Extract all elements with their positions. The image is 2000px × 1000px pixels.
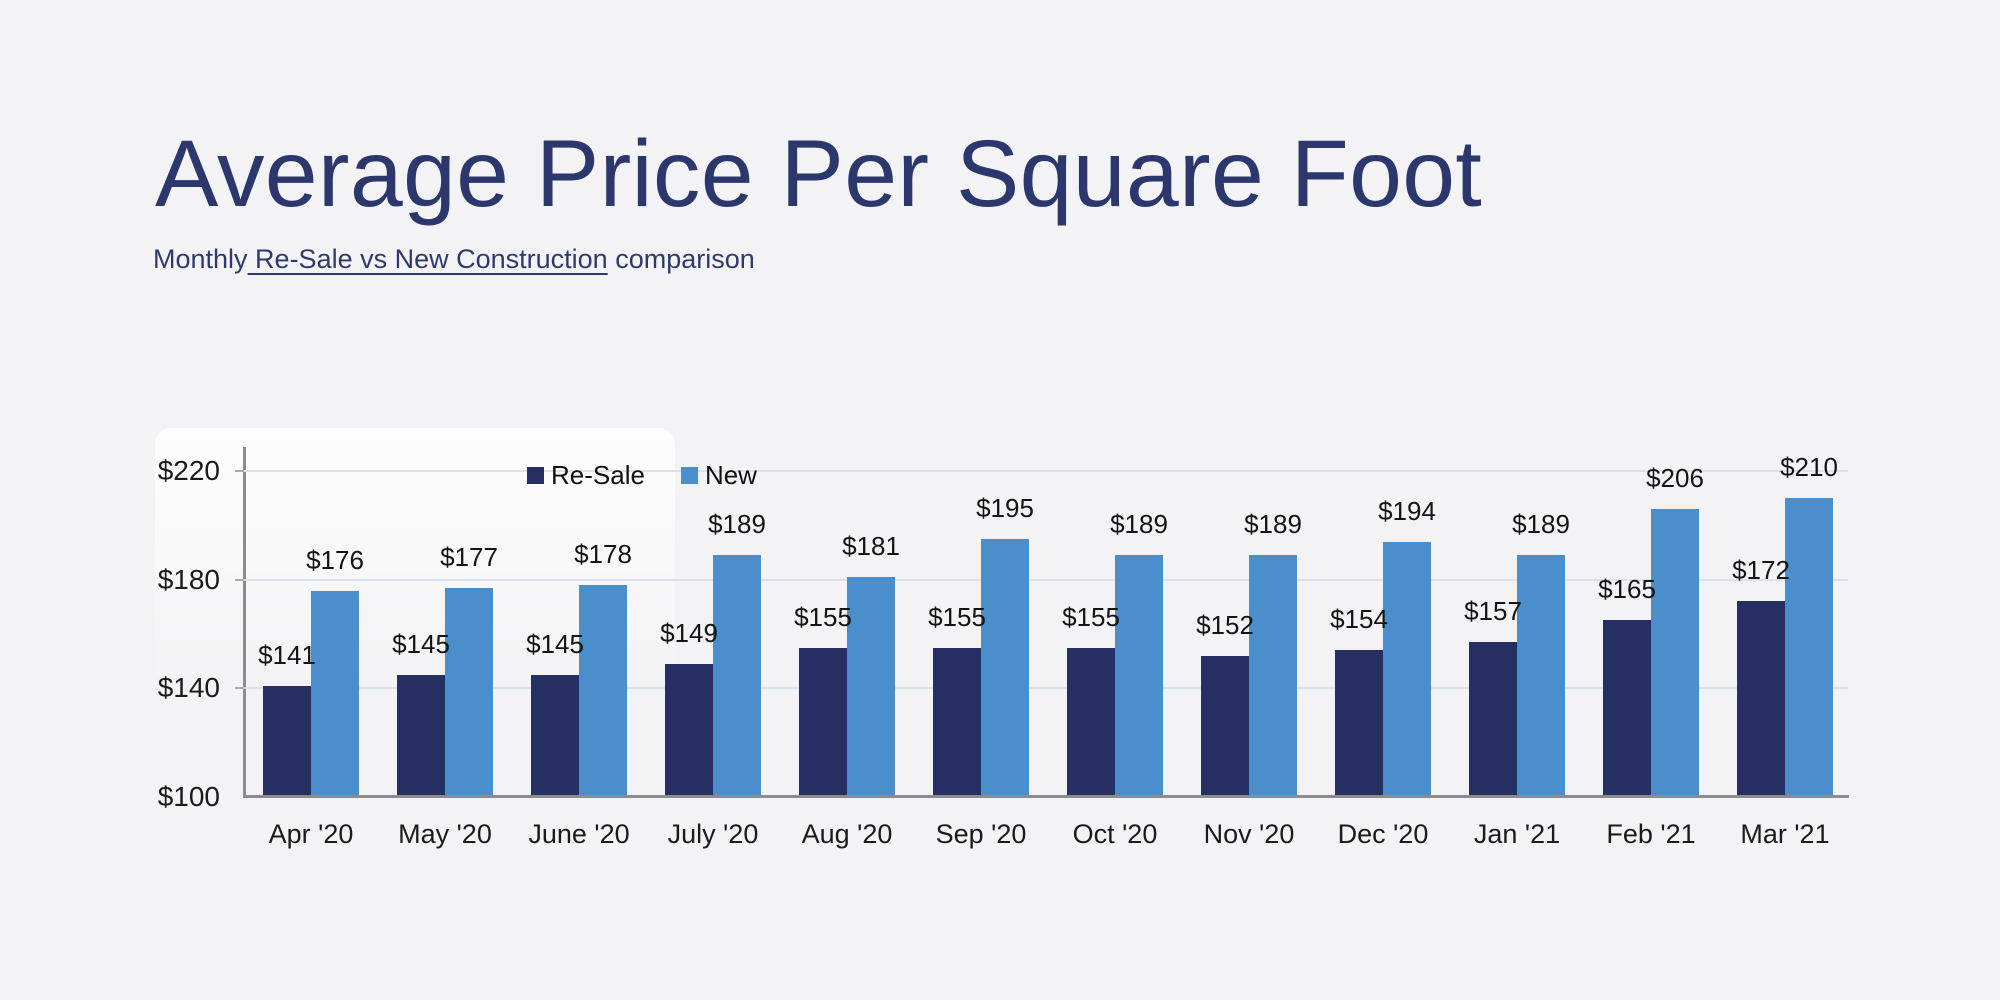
x-axis-label-1: Apr '20 (268, 819, 354, 849)
bar-re-sale-8 (1201, 655, 1249, 797)
bar-re-sale-3 (531, 674, 579, 797)
bar-value-re-sale-4: $149 (660, 617, 718, 648)
legend-item-new: New (680, 460, 757, 491)
x-axis-label-12: Mar '21 (1740, 819, 1830, 849)
gridline-140 (244, 687, 1848, 690)
legend-item-re-sale: Re-Sale (527, 460, 645, 491)
bar-value-new-4: $189 (708, 509, 766, 540)
bar-value-re-sale-7: $155 (1062, 601, 1120, 632)
legend-swatch-re-sale (527, 467, 544, 484)
y-tick-180 (235, 578, 244, 581)
y-axis-label-140: $140 (157, 672, 220, 704)
y-tick-140 (235, 687, 244, 690)
bar-value-new-7: $189 (1110, 509, 1168, 540)
x-axis-label-11: Feb '21 (1606, 819, 1696, 849)
bar-value-new-11: $206 (1646, 463, 1704, 494)
bar-new-1 (311, 590, 359, 797)
bar-new-6 (981, 538, 1029, 797)
page-title: Average Price Per Square Foot (155, 121, 1483, 227)
x-axis-label-8: Nov '20 (1203, 819, 1295, 849)
bar-value-re-sale-2: $145 (392, 628, 450, 659)
y-axis-label-180: $180 (157, 563, 220, 595)
bar-value-new-12: $210 (1780, 452, 1838, 483)
x-axis-label-9: Dec '20 (1337, 819, 1429, 849)
bar-re-sale-2 (397, 674, 445, 797)
x-axis-label-3: June '20 (528, 819, 630, 849)
x-axis-label-6: Sep '20 (935, 819, 1027, 849)
bar-new-8 (1249, 555, 1297, 797)
bar-value-new-10: $189 (1512, 509, 1570, 540)
y-axis-line (243, 447, 246, 797)
bar-re-sale-7 (1067, 647, 1115, 797)
subtitle-link[interactable]: Re-Sale vs New Construction (247, 244, 608, 274)
bar-value-re-sale-9: $154 (1330, 604, 1388, 635)
bar-value-re-sale-1: $141 (258, 639, 316, 670)
bar-value-re-sale-12: $172 (1732, 555, 1790, 586)
x-axis-label-7: Oct '20 (1072, 819, 1158, 849)
x-axis-label-5: Aug '20 (801, 819, 893, 849)
bar-value-re-sale-10: $157 (1464, 596, 1522, 627)
y-axis-label-100: $100 (157, 781, 220, 812)
subtitle: Monthly Re-Sale vs New Construction comp… (153, 243, 755, 275)
legend-label-re-sale: Re-Sale (551, 460, 645, 490)
bar-new-4 (713, 555, 761, 797)
bar-value-re-sale-11: $165 (1598, 574, 1656, 605)
bar-re-sale-5 (799, 647, 847, 797)
bar-new-10 (1517, 555, 1565, 797)
bar-chart: Re-Sale New $220 $180 $140 $100 $141 $176 Apr '… (158, 447, 1849, 849)
legend-swatch-new (680, 467, 698, 484)
x-axis-label-2: May '20 (398, 819, 492, 849)
bar-new-7 (1115, 555, 1163, 797)
bar-value-new-3: $178 (574, 539, 632, 570)
bar-value-new-2: $177 (440, 541, 498, 572)
bar-value-new-1: $176 (306, 544, 364, 575)
bar-re-sale-11 (1603, 620, 1651, 797)
chart-legend: Re-Sale New (527, 460, 757, 491)
bar-new-5 (847, 576, 895, 797)
bar-re-sale-4 (665, 663, 713, 797)
bar-new-2 (445, 587, 493, 797)
x-axis-label-4: July '20 (667, 819, 759, 849)
legend-label-new: New (704, 460, 757, 490)
subtitle-prefix: Monthly (153, 244, 248, 274)
bar-value-re-sale-8: $152 (1196, 609, 1254, 640)
bar-re-sale-9 (1335, 650, 1383, 797)
y-axis-label-220: $220 (157, 455, 220, 486)
bar-new-9 (1383, 541, 1431, 797)
x-axis-label-10: Jan '21 (1473, 819, 1561, 849)
bar-new-11 (1651, 509, 1699, 797)
bar-new-12 (1785, 498, 1833, 797)
bar-re-sale-10 (1469, 642, 1517, 797)
bar-re-sale-1 (263, 685, 311, 797)
subtitle-suffix: comparison (607, 244, 755, 274)
bar-value-new-9: $194 (1378, 495, 1436, 526)
gridline-220 (244, 470, 1848, 472)
bar-value-new-5: $181 (842, 530, 900, 561)
bar-re-sale-12 (1737, 601, 1785, 797)
bar-value-new-8: $189 (1244, 509, 1302, 540)
bar-value-re-sale-6: $155 (928, 601, 986, 632)
bar-value-re-sale-5: $155 (794, 601, 852, 632)
gridline-180 (244, 578, 1848, 581)
bar-re-sale-6 (933, 647, 981, 797)
x-axis-line (243, 795, 1849, 798)
bar-value-re-sale-3: $145 (526, 628, 584, 659)
bar-new-3 (579, 585, 627, 797)
bar-value-new-6: $195 (976, 492, 1034, 523)
y-tick-220 (235, 470, 244, 472)
